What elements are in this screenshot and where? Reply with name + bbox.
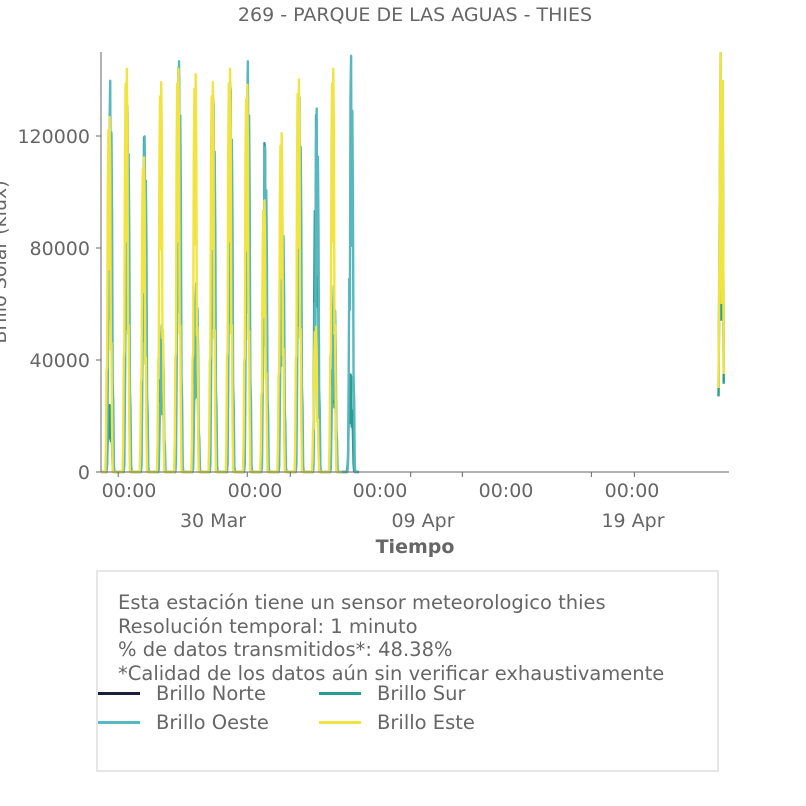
chart: 269 - PARQUE DE LAS AGUAS - THIES Brillo… [0, 4, 729, 558]
legend-swatch-oeste [98, 720, 140, 724]
legend-item-norte[interactable]: Brillo Norte [98, 681, 266, 705]
legend-swatch-norte [98, 691, 140, 695]
x-tick-label-time: 00:00 [353, 480, 408, 502]
x-axis-title: Tiempo [376, 536, 455, 558]
info-line-resolution: Resolución temporal: 1 minuto [118, 614, 418, 638]
x-tick-label-time: 00:00 [102, 480, 157, 502]
y-tick-label: 120000 [17, 126, 90, 148]
y-tick-label: 40000 [30, 350, 90, 372]
legend-label-sur: Brillo Sur [377, 681, 466, 705]
y-axis-ticks: 0 40000 80000 120000 [17, 126, 101, 484]
x-tick-label-date: 30 Mar [180, 510, 246, 532]
station-info: Esta estación tiene un sensor meteorolog… [118, 591, 664, 685]
legend-label-norte: Brillo Norte [156, 681, 266, 705]
x-tick-label-time: 00:00 [605, 480, 660, 502]
info-line-sensor: Esta estación tiene un sensor meteorolog… [118, 591, 606, 614]
legend-swatch-sur [319, 691, 361, 695]
info-line-transmitted: % de datos transmitidos*: 48.38% [118, 638, 453, 661]
plot-area [100, 51, 725, 474]
series-tail-brillo-este [717, 51, 725, 389]
x-tick-label-date: 09 Apr [391, 510, 454, 532]
series-line-brillo-este [100, 67, 343, 474]
legend-item-sur[interactable]: Brillo Sur [319, 681, 466, 705]
x-axis-ticks: 00:00 00:00 00:00 00:00 00:00 30 Mar 09 Apr 19 … [102, 472, 665, 532]
x-tick-label-time: 00:00 [228, 480, 283, 502]
legend-label-oeste: Brillo Oeste [156, 710, 269, 734]
legend-swatch-este [319, 720, 361, 724]
y-axis-title: Brillo Solar (klux) [0, 180, 11, 343]
legend-item-este[interactable]: Brillo Este [319, 710, 475, 734]
x-tick-label-time: 00:00 [479, 480, 534, 502]
chart-title: 269 - PARQUE DE LAS AGUAS - THIES [238, 4, 592, 26]
legend-label-este: Brillo Este [377, 710, 475, 734]
x-tick-label-date: 19 Apr [601, 510, 664, 532]
y-tick-label: 0 [78, 462, 90, 484]
y-tick-label: 80000 [30, 238, 90, 260]
info-legend-box: Esta estación tiene un sensor meteorolog… [96, 570, 719, 772]
info-line-quality: *Calidad de los datos aún sin verificar … [118, 661, 665, 685]
legend-item-oeste[interactable]: Brillo Oeste [98, 710, 269, 734]
